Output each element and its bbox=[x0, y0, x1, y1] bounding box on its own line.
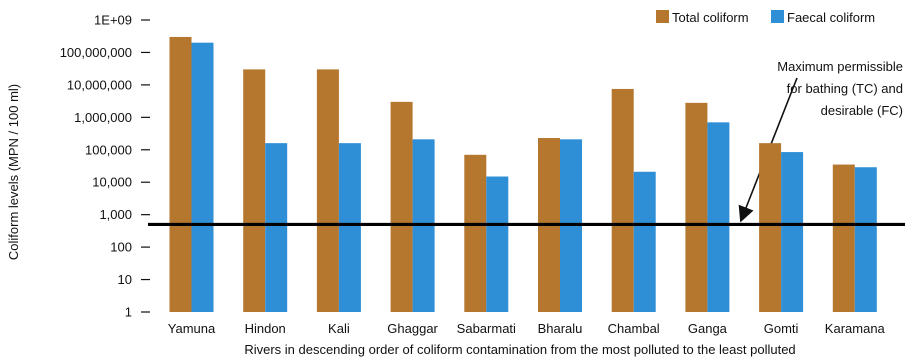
y-tick-label: 1,000,000 bbox=[74, 110, 132, 125]
y-tick-label: 1,000 bbox=[99, 207, 132, 222]
legend-swatch-faecal-coliform bbox=[771, 10, 784, 23]
x-category-label: Kali bbox=[328, 321, 350, 336]
x-category-label: Karamana bbox=[825, 321, 886, 336]
bar-faecal-coliform-hindon bbox=[265, 143, 288, 312]
annotation-line-2: for bathing (TC) and bbox=[787, 81, 903, 96]
y-tick-label: 100 bbox=[110, 240, 132, 255]
y-tick-label: 1E+09 bbox=[94, 13, 132, 28]
bar-total-coliform-ganga bbox=[685, 102, 708, 313]
legend-label-total-coliform: Total coliform bbox=[672, 10, 749, 25]
bar-total-coliform-karamana bbox=[832, 164, 855, 312]
bar-faecal-coliform-chambal bbox=[633, 171, 656, 312]
x-axis-title: Rivers in descending order of coliform c… bbox=[244, 342, 795, 357]
y-tick-label: 1 bbox=[125, 305, 132, 320]
x-category-label: Sabarmati bbox=[457, 321, 516, 336]
x-category-label: Ghaggar bbox=[387, 321, 438, 336]
bar-faecal-coliform-sabarmati bbox=[486, 176, 509, 312]
bar-total-coliform-hindon bbox=[243, 69, 266, 312]
bar-total-coliform-gomti bbox=[759, 143, 782, 312]
x-category-label: Chambal bbox=[608, 321, 660, 336]
x-category-label: Bharalu bbox=[538, 321, 583, 336]
x-category-label: Gomti bbox=[764, 321, 799, 336]
bar-total-coliform-yamuna bbox=[169, 36, 192, 313]
y-axis-title: Coliform levels (MPN / 100 ml) bbox=[6, 84, 21, 260]
legend-label-faecal-coliform: Faecal coliform bbox=[787, 10, 875, 25]
legend: Total coliform Faecal coliform bbox=[656, 10, 875, 25]
y-tick-label: 100,000,000 bbox=[60, 45, 132, 60]
y-tick-label: 10,000 bbox=[92, 175, 132, 190]
bar-total-coliform-kali bbox=[316, 69, 339, 312]
y-tick-label: 10,000,000 bbox=[67, 77, 132, 92]
bar-total-coliform-sabarmati bbox=[464, 154, 487, 312]
x-category-label: Ganga bbox=[688, 321, 728, 336]
bar-faecal-coliform-karamana bbox=[854, 167, 877, 312]
bar-faecal-coliform-yamuna bbox=[191, 42, 214, 312]
annotation-line-3: desirable (FC) bbox=[821, 103, 903, 118]
annotation: Maximum permissible for bathing (TC) and… bbox=[777, 59, 903, 118]
legend-swatch-total-coliform bbox=[656, 10, 669, 23]
annotation-line-1: Maximum permissible bbox=[777, 59, 903, 74]
bar-faecal-coliform-ganga bbox=[707, 122, 730, 312]
y-tick-label: 10 bbox=[118, 272, 132, 287]
x-category-label: Hindon bbox=[245, 321, 286, 336]
y-tick-label: 100,000 bbox=[85, 142, 132, 157]
x-category-label: Yamuna bbox=[168, 321, 216, 336]
bar-faecal-coliform-gomti bbox=[781, 152, 804, 312]
bar-total-coliform-ghaggar bbox=[390, 101, 413, 313]
bar-faecal-coliform-kali bbox=[338, 143, 361, 312]
bar-total-coliform-chambal bbox=[611, 88, 634, 312]
